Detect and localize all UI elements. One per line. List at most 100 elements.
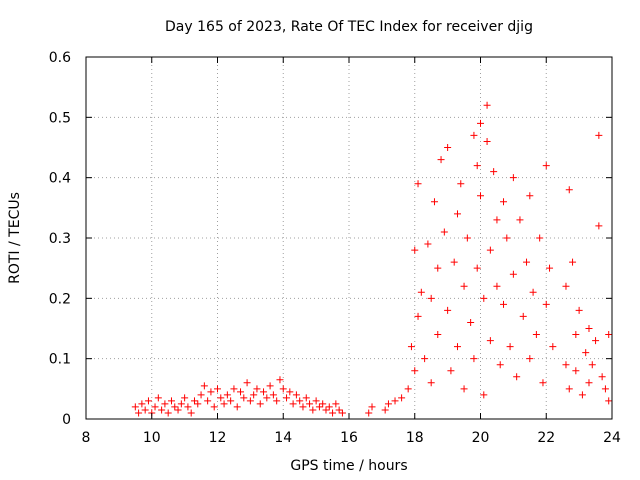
data-point (601, 385, 609, 393)
data-point (151, 403, 159, 411)
data-point (572, 367, 580, 375)
data-point (546, 264, 554, 272)
data-point (473, 264, 481, 272)
data-point (368, 403, 376, 411)
data-point (319, 400, 327, 408)
data-point (460, 282, 468, 290)
data-point (141, 406, 149, 414)
data-point (565, 186, 573, 194)
data-point (269, 391, 277, 399)
data-point (171, 403, 179, 411)
data-point (273, 397, 281, 405)
data-point (529, 288, 537, 296)
data-point (516, 216, 524, 224)
data-point (536, 234, 544, 242)
data-point (598, 373, 606, 381)
data-point (572, 331, 580, 339)
data-point (365, 409, 373, 417)
chart-title: Day 165 of 2023, Rate Of TEC Index for r… (165, 19, 533, 35)
data-point (187, 409, 195, 417)
x-tick-label: 24 (603, 430, 621, 446)
data-point (457, 180, 465, 188)
data-point (204, 397, 212, 405)
x-tick-label: 14 (274, 430, 292, 446)
x-tick-label: 16 (340, 430, 358, 446)
data-point (138, 400, 146, 408)
grid (86, 57, 612, 419)
data-point (266, 382, 274, 390)
data-point (411, 367, 419, 375)
data-point (302, 394, 310, 402)
data-point (605, 331, 613, 339)
data-point (437, 156, 445, 164)
data-point (306, 400, 314, 408)
data-point (315, 403, 323, 411)
data-point (256, 400, 264, 408)
data-point (477, 119, 484, 127)
data-point (430, 198, 438, 206)
data-point (177, 400, 185, 408)
data-point (532, 331, 540, 339)
data-point (434, 264, 442, 272)
data-point (210, 403, 218, 411)
data-point (391, 397, 399, 405)
data-point (421, 355, 429, 363)
data-point (243, 379, 251, 387)
y-tick-label: 0.3 (49, 231, 71, 247)
data-point (588, 361, 596, 369)
data-point (483, 101, 491, 109)
data-point (135, 409, 143, 417)
data-point (292, 391, 300, 399)
data-point (237, 388, 245, 396)
data-point (440, 228, 448, 236)
data-point (253, 385, 261, 393)
x-tick-label: 8 (82, 430, 91, 446)
data-point (605, 397, 613, 405)
y-tick-label: 0.6 (49, 50, 71, 66)
data-point (214, 385, 221, 393)
data-point (332, 400, 340, 408)
data-point (509, 270, 517, 278)
ticks: 8 10 12 14 16 18 20 22 24 0 0.1 0.2 0.3 0.4 0.5 0.6 (49, 50, 621, 446)
x-tick-label: 12 (209, 430, 227, 446)
y-tick-label: 0.4 (49, 171, 71, 187)
data-point (414, 180, 422, 188)
y-axis-label: ROTI / TECUs (7, 192, 23, 284)
data-point (263, 394, 271, 402)
data-point (470, 355, 478, 363)
data-point (585, 325, 593, 332)
data-point (519, 312, 527, 320)
data-point (569, 258, 577, 266)
data-point (463, 234, 471, 242)
data-point (164, 409, 172, 417)
data-points (131, 101, 613, 417)
x-tick-label: 10 (143, 430, 161, 446)
data-point (595, 131, 603, 139)
data-point (276, 376, 284, 384)
data-point (283, 394, 291, 402)
data-point (467, 318, 475, 326)
data-point (223, 391, 231, 399)
data-point (500, 198, 508, 206)
x-axis-label: GPS time / hours (290, 458, 407, 474)
data-point (453, 343, 461, 351)
data-point (592, 337, 600, 345)
data-point (565, 385, 573, 393)
labels: Day 165 of 2023, Rate Of TEC Index for r… (7, 19, 533, 474)
data-point (250, 391, 258, 399)
data-point (493, 282, 501, 290)
data-point (549, 343, 557, 351)
data-point (424, 240, 432, 248)
data-point (506, 343, 514, 351)
data-point (384, 400, 392, 408)
data-point (181, 394, 189, 402)
data-point (480, 391, 488, 399)
data-point (542, 300, 550, 308)
data-point (197, 391, 205, 399)
data-point (417, 288, 425, 296)
data-point (289, 400, 297, 408)
data-point (144, 397, 152, 405)
y-tick-label: 0.1 (49, 352, 71, 368)
data-point (427, 379, 435, 387)
